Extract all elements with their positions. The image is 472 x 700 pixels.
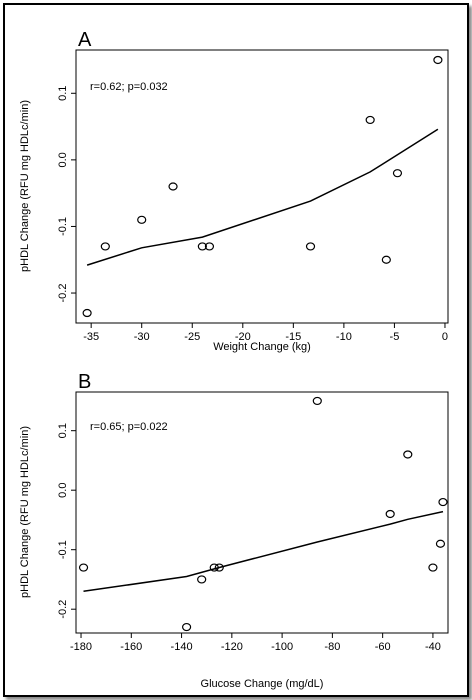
data-point-a (168, 182, 178, 191)
x-tick-label-b: -180 (70, 641, 92, 653)
y-tick-label-a: 0.1 (57, 86, 69, 101)
points-a (82, 55, 443, 318)
annotation-a: r=0.62; p=0.032 (90, 81, 168, 93)
data-point-b (385, 509, 395, 519)
y-ticks-a: -0.2 -0.1 0.0 0.1 (57, 86, 76, 303)
x-tick-label-b: -40 (425, 641, 441, 653)
y-tick-label-a: -0.2 (57, 284, 69, 303)
data-point-a (305, 242, 316, 251)
x-tick-label-b: -140 (171, 641, 193, 653)
y-ticks-b: -0.2 -0.1 0.0 0.1 (57, 423, 76, 619)
data-point-a (392, 169, 403, 178)
x-ticks-b: -180 -160 -140 -120 -100 -80 -60 -40 (70, 633, 441, 653)
y-tick-label-a: -0.1 (57, 217, 69, 236)
fit-line-a-path (86, 128, 439, 266)
fit-line-a (86, 128, 439, 266)
data-point-b (214, 563, 224, 572)
x-tick-label-b: -160 (120, 641, 142, 653)
y-tick-label-a: 0.0 (57, 152, 69, 167)
data-point-a (381, 255, 391, 264)
x-ticks-a: -35 -30 -25 -20 -15 -10 -5 0 (83, 323, 448, 343)
y-tick-label-b: -0.1 (57, 540, 69, 559)
x-tick-label-a: -10 (336, 331, 352, 343)
x-tick-label-a: 0 (442, 331, 448, 343)
data-point-b (78, 563, 89, 572)
data-point-a (204, 242, 215, 251)
data-point-a (137, 215, 147, 224)
data-point-b (181, 622, 192, 632)
fit-line-b-path (83, 510, 444, 593)
panel-label-a: A (78, 29, 92, 51)
x-tick-label-b: -60 (375, 641, 391, 653)
x-tick-label-a: -30 (134, 331, 150, 343)
x-tick-label-a: -35 (83, 331, 99, 343)
data-point-b (197, 575, 207, 584)
data-point-a (365, 115, 375, 125)
y-tick-label-b: 0.0 (57, 483, 69, 498)
y-axis-label-b: pHDL Change (RFU mg HDLc/min) (19, 426, 31, 598)
panel-a: A r=0.62; p=0.032 Weight Change (kg) pHD… (19, 29, 449, 353)
fit-line-b (83, 510, 444, 593)
y-axis-label-a: pHDL Change (RFU mg HDLc/min) (19, 100, 31, 272)
x-axis-label-b: Glucose Change (mg/dL) (201, 678, 324, 690)
x-tick-label-b: -80 (324, 641, 340, 653)
figure-frame (3, 3, 469, 697)
y-tick-label-b: -0.2 (57, 600, 69, 619)
x-tick-label-a: -25 (184, 331, 200, 343)
plot-area-a (75, 49, 449, 324)
x-tick-label-b: -120 (221, 641, 243, 653)
x-tick-label-a: -20 (235, 331, 251, 343)
data-point-a (100, 242, 110, 251)
data-point-b (435, 539, 446, 548)
x-tick-label-a: -5 (390, 331, 400, 343)
data-point-b (209, 563, 219, 572)
x-tick-label-a: -15 (285, 331, 301, 343)
points-b (78, 396, 448, 632)
panel-b: B r=0.65; p=0.022 Glucose Change (mg/dL)… (19, 371, 449, 690)
x-axis-label-a: Weight Change (kg) (213, 341, 311, 353)
panel-label-b: B (78, 371, 91, 393)
plot-area-b (75, 391, 449, 634)
data-point-b (438, 497, 448, 507)
data-point-b (312, 396, 322, 406)
x-tick-label-b: -100 (271, 641, 293, 653)
data-point-a (433, 55, 443, 65)
annotation-b: r=0.65; p=0.022 (90, 421, 168, 433)
data-point-a (82, 308, 92, 318)
data-point-b (403, 450, 413, 459)
y-tick-label-b: 0.1 (57, 423, 69, 438)
data-point-b (428, 563, 438, 572)
data-point-a (197, 242, 207, 251)
